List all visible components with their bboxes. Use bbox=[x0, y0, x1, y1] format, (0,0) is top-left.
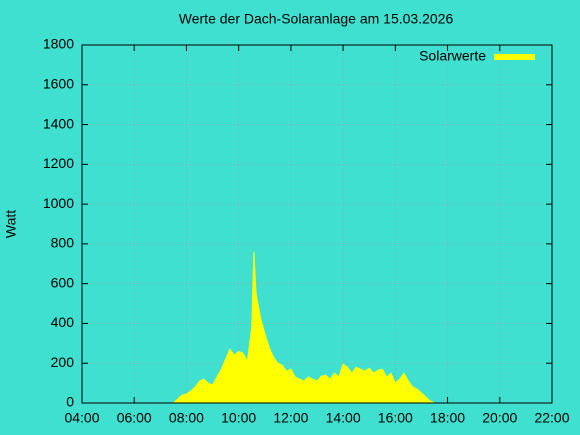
x-tick-label: 16:00 bbox=[378, 410, 413, 426]
y-axis-label: Watt bbox=[3, 210, 19, 238]
area bbox=[172, 251, 435, 404]
x-tick-label: 10:00 bbox=[221, 410, 256, 426]
y-tick-label: 1000 bbox=[43, 195, 74, 211]
y-tick-label: 400 bbox=[51, 314, 75, 330]
x-tick-label: 06:00 bbox=[117, 410, 152, 426]
x-tick-label: 18:00 bbox=[430, 410, 465, 426]
chart-title: Werte der Dach-Solaranlage am 15.03.2026 bbox=[179, 11, 454, 27]
x-tick-label: 14:00 bbox=[326, 410, 361, 426]
legend-label: Solarwerte bbox=[419, 48, 486, 64]
x-tick-label: 08:00 bbox=[169, 410, 204, 426]
y-tick-label: 1600 bbox=[43, 75, 74, 91]
legend-swatch bbox=[494, 54, 535, 60]
y-tick-label: 200 bbox=[51, 354, 75, 370]
x-tick-label: 04:00 bbox=[64, 410, 99, 426]
x-tick-label: 12:00 bbox=[273, 410, 308, 426]
x-tick-label: 22:00 bbox=[534, 410, 569, 426]
x-tick-label: 20:00 bbox=[482, 410, 517, 426]
plot-border bbox=[81, 44, 553, 404]
y-tick-label: 600 bbox=[51, 274, 75, 290]
y-tick-label: 800 bbox=[51, 235, 75, 251]
y-tick-label: 1800 bbox=[43, 36, 74, 52]
y-tick-label: 0 bbox=[66, 394, 74, 410]
y-tick-label: 1400 bbox=[43, 115, 74, 131]
y-tick-label: 1200 bbox=[43, 155, 74, 171]
